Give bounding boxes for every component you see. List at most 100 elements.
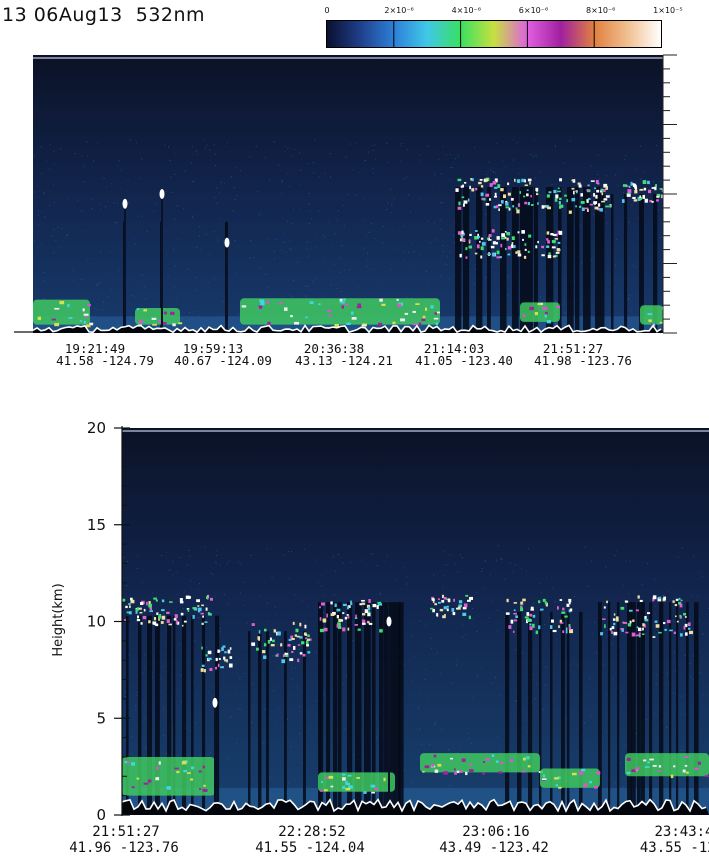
low-cloud-pixel (86, 324, 91, 328)
signal-dropout-streak (583, 187, 591, 333)
noise-speck (324, 173, 326, 175)
noise-speck (246, 622, 248, 624)
noise-speck (206, 646, 208, 648)
noise-speck (42, 324, 44, 326)
noise-speck (281, 193, 283, 195)
signal-dropout-streak (637, 602, 641, 815)
noise-speck (406, 176, 408, 178)
noise-speck (105, 273, 107, 275)
noise-speck (690, 608, 692, 610)
cirrus-cloud-pixel (479, 240, 481, 243)
noise-speck (214, 165, 216, 167)
cirrus-cloud-pixel (361, 622, 366, 625)
cirrus-cloud-pixel (612, 618, 616, 621)
noise-speck (343, 728, 345, 730)
noise-speck (226, 758, 228, 760)
low-cloud-pixel (283, 307, 288, 311)
noise-speck (180, 674, 182, 676)
noise-speck (229, 692, 231, 694)
noise-speck (124, 740, 126, 742)
low-cloud-pixel (686, 771, 689, 774)
noise-speck (37, 210, 39, 212)
noise-speck (40, 146, 42, 148)
noise-speck (533, 248, 535, 250)
cirrus-cloud-pixel (146, 601, 148, 606)
cirrus-cloud-pixel (511, 242, 514, 245)
low-cloud-layer (33, 299, 90, 325)
cirrus-cloud-pixel (595, 179, 599, 184)
cirrus-cloud-pixel (658, 596, 662, 600)
cirrus-cloud-pixel (639, 599, 643, 602)
noise-speck (196, 246, 198, 248)
noise-speck (702, 633, 704, 635)
cirrus-cloud-pixel (497, 184, 501, 188)
noise-speck (385, 209, 387, 211)
cirrus-cloud-pixel (159, 614, 162, 618)
noise-speck (281, 180, 283, 182)
noise-speck (621, 315, 623, 317)
noise-speck (492, 171, 494, 173)
noise-speck (337, 210, 339, 212)
noise-speck (436, 652, 438, 654)
cirrus-cloud-pixel (542, 598, 546, 602)
noise-speck (34, 191, 36, 193)
low-cloud-pixel (54, 307, 60, 310)
low-cloud-pixel (704, 775, 709, 778)
noise-speck (287, 147, 289, 149)
low-cloud-pixel (328, 775, 334, 779)
noise-speck (227, 603, 229, 605)
noise-speck (161, 555, 163, 557)
noise-speck (142, 215, 144, 217)
cirrus-cloud-pixel (185, 595, 190, 600)
cirrus-cloud-pixel (442, 615, 446, 619)
noise-speck (294, 667, 296, 669)
low-cloud-pixel (434, 312, 437, 315)
noise-speck (441, 255, 443, 257)
noise-speck (701, 658, 703, 660)
signal-dropout-streak (600, 194, 605, 333)
noise-speck (349, 143, 351, 145)
cirrus-cloud-pixel (672, 600, 675, 603)
cirrus-cloud-pixel (299, 652, 303, 655)
cirrus-cloud-pixel (501, 233, 506, 238)
signal-dropout-streak (202, 615, 206, 815)
noise-speck (387, 202, 389, 204)
low-cloud-pixel (626, 757, 631, 761)
cirrus-cloud-pixel (463, 603, 468, 608)
cirrus-cloud-pixel (558, 230, 563, 235)
noise-speck (450, 682, 452, 684)
cirrus-cloud-pixel (222, 645, 226, 648)
noise-speck (294, 594, 296, 596)
noise-speck (458, 155, 460, 157)
cirrus-cloud-pixel (566, 199, 569, 203)
noise-speck (304, 620, 306, 622)
cirrus-cloud-pixel (511, 236, 515, 241)
cirrus-cloud-pixel (367, 621, 370, 624)
noise-speck (251, 791, 253, 793)
low-cloud-layer (540, 768, 600, 788)
noise-speck (172, 574, 174, 576)
low-cloud-pixel (340, 301, 345, 304)
cirrus-cloud-pixel (661, 194, 663, 199)
cirrus-cloud-pixel (481, 197, 484, 201)
noise-speck (565, 675, 567, 677)
cirrus-cloud-pixel (557, 190, 561, 193)
noise-speck (639, 145, 641, 147)
cirrus-cloud-pixel (627, 623, 632, 627)
cirrus-cloud-pixel (628, 185, 631, 188)
cirrus-cloud-pixel (500, 200, 504, 204)
noise-speck (58, 245, 60, 247)
noise-speck (128, 202, 130, 204)
noise-speck (614, 264, 616, 266)
noise-speck (86, 141, 88, 143)
low-cloud-pixel (170, 311, 175, 315)
cirrus-cloud-pixel (342, 627, 346, 632)
signal-dropout-streak (326, 602, 331, 815)
low-cloud-pixel (647, 313, 653, 316)
noise-speck (402, 142, 404, 144)
noise-speck (368, 151, 370, 153)
noise-speck (514, 564, 516, 566)
noise-speck (219, 631, 221, 633)
cirrus-cloud-pixel (500, 188, 504, 192)
noise-speck (498, 752, 500, 754)
